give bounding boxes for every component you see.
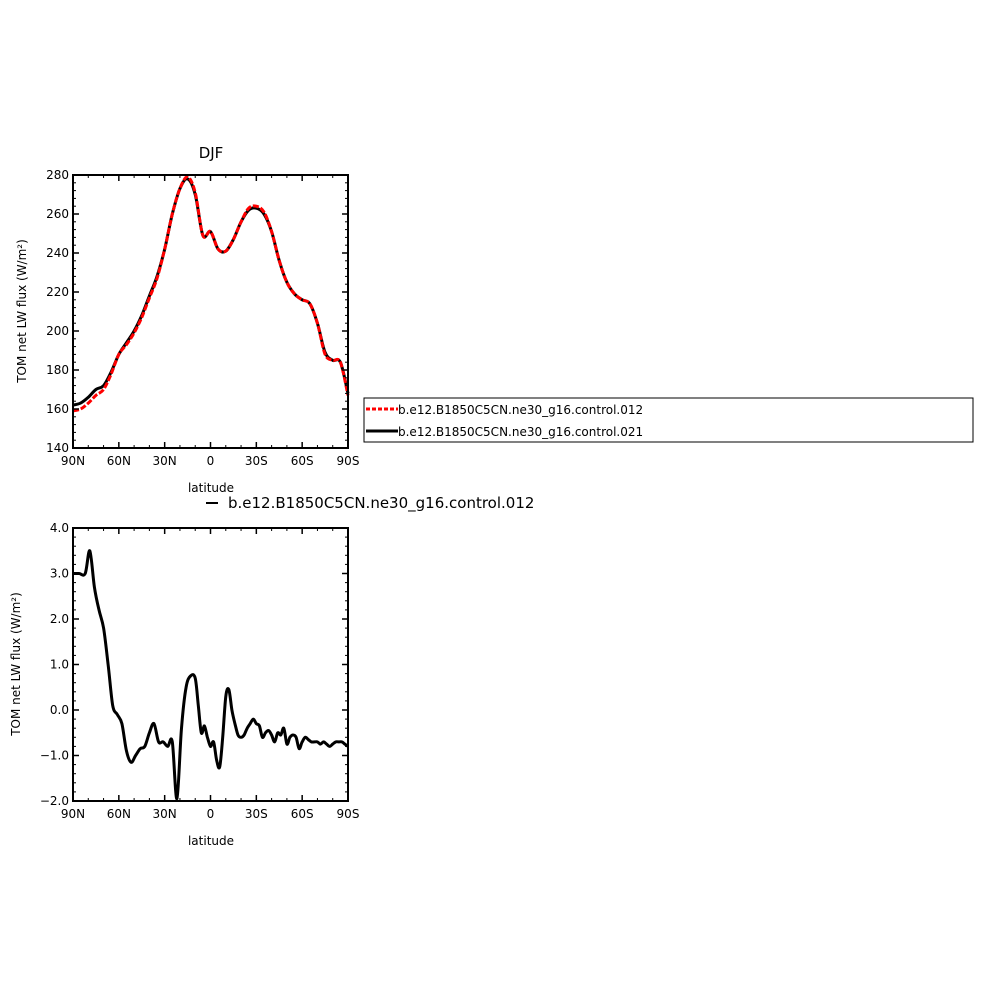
y-tick-label: 280 xyxy=(46,168,69,182)
y-tick-label: 140 xyxy=(46,441,69,455)
y-tick-label: −2.0 xyxy=(40,794,69,808)
series-line-1 xyxy=(72,177,350,407)
legend-box xyxy=(363,397,974,443)
x-tick-label: 30S xyxy=(245,807,268,821)
x-tick-label: 60N xyxy=(107,807,131,821)
y-tick-label: 1.0 xyxy=(50,658,69,672)
y-tick-label: 0.0 xyxy=(50,703,69,717)
y-tick-label: 200 xyxy=(46,324,69,338)
y-tick-label: 220 xyxy=(46,285,69,299)
x-tick-label: 90N xyxy=(61,454,85,468)
legend-label-021: b.e12.B1850C5CN.ne30_g16.control.021 xyxy=(398,425,643,439)
x-tick-label: 90S xyxy=(337,454,360,468)
x-tick-label: 30N xyxy=(153,807,177,821)
y-tick-label: 4.0 xyxy=(50,521,69,535)
top-panel: DJF 140 160 180 200 220 240 260 280 90N 60N 30N 0 30… xyxy=(15,144,359,495)
top-panel-title: DJF xyxy=(199,144,224,162)
x-tick-label: 60S xyxy=(291,807,314,821)
bottom-panel-title: b.e12.B1850C5CN.ne30_g16.control.012 xyxy=(228,494,534,513)
x-tick-label: 30N xyxy=(153,454,177,468)
legend: b.e12.B1850C5CN.ne30_g16.control.012 b.e… xyxy=(363,397,974,443)
y-tick-label: −1.0 xyxy=(40,749,69,763)
y-tick-label: 3.0 xyxy=(50,567,69,581)
y-tick-label: 240 xyxy=(46,246,69,260)
x-tick-label: 0 xyxy=(207,807,215,821)
y-tick-label: 2.0 xyxy=(50,612,69,626)
x-tick-label: 90S xyxy=(337,807,360,821)
y-tick-label: 180 xyxy=(46,363,69,377)
x-tick-label: 60S xyxy=(291,454,314,468)
x-tick-label: 90N xyxy=(61,807,85,821)
series-line-0 xyxy=(73,549,349,801)
y-tick-label: 260 xyxy=(46,207,69,221)
x-tick-label: 0 xyxy=(207,454,215,468)
x-tick-label: 30S xyxy=(245,454,268,468)
series-line-0 xyxy=(72,175,350,413)
bottom-panel-ylabel: TOM net LW flux (W/m²) xyxy=(9,592,23,737)
top-panel-xlabel: latitude xyxy=(188,481,234,495)
bottom-panel-frame xyxy=(72,527,349,802)
y-tick-label: 160 xyxy=(46,402,69,416)
top-panel-frame xyxy=(72,174,349,449)
top-panel-ylabel: TOM net LW flux (W/m²) xyxy=(15,239,29,384)
bottom-panel-xlabel: latitude xyxy=(188,834,234,848)
legend-label-012: b.e12.B1850C5CN.ne30_g16.control.012 xyxy=(398,403,643,417)
bottom-panel: b.e12.B1850C5CN.ne30_g16.control.012 −2.… xyxy=(9,494,534,848)
x-tick-label: 60N xyxy=(107,454,131,468)
